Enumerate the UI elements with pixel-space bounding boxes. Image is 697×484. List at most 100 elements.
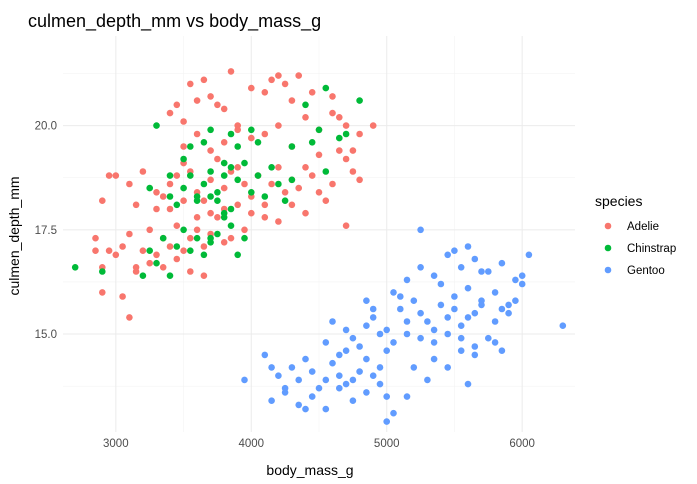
data-point [268,397,275,405]
data-point [112,251,120,259]
data-point [248,209,255,217]
data-point [146,247,153,254]
data-point [200,76,208,84]
data-point [241,376,248,384]
data-point [234,176,241,184]
legend-label-chinstrap: Chinstrap [627,243,676,255]
data-point [99,268,106,275]
data-point [322,168,330,175]
data-point [173,243,181,250]
data-point [220,159,228,167]
data-point [403,330,411,338]
data-point [444,364,452,371]
data-point [268,364,275,371]
data-point [471,343,479,350]
data-point [200,251,208,259]
data-point [220,172,228,179]
data-point [275,372,282,380]
data-point [329,318,336,325]
data-point [187,247,194,254]
data-point [308,139,316,146]
data-point [227,205,235,213]
data-point [275,164,282,171]
data-point [99,197,106,204]
data-point [207,126,214,134]
data-point [207,209,214,217]
data-point [166,272,174,280]
data-point [241,234,248,242]
data-point [200,197,208,204]
data-point [471,351,479,359]
data-point [363,322,370,330]
data-point [342,326,350,334]
data-point [417,334,424,342]
data-point [369,372,377,380]
data-point [193,130,201,138]
data-point [227,222,235,229]
data-points [71,68,567,425]
data-point [308,368,316,375]
data-point [525,251,533,259]
data-point [464,284,472,292]
data-point [322,376,330,384]
data-point [383,418,391,425]
data-point [451,305,458,313]
data-point [214,214,221,221]
data-point [478,301,485,309]
data-point [342,130,350,138]
data-point [444,251,452,259]
data-point [322,405,330,413]
data-point [356,97,363,104]
data-point [498,305,506,313]
data-point [187,143,194,150]
data-point [207,234,214,242]
series-chinstrap [71,84,363,280]
data-point [234,122,241,129]
data-point [363,355,370,363]
data-point [281,384,289,392]
y-axis-title: culmen_depth_mm [6,176,22,295]
data-point [146,184,153,192]
data-point [457,322,465,330]
data-point [288,201,296,209]
data-point [248,189,255,196]
data-point [437,280,445,288]
data-point [336,372,343,380]
data-point [193,226,201,234]
data-point [254,172,262,179]
series-adelie [92,68,377,321]
data-point [227,234,235,242]
data-point [403,318,411,325]
data-point [146,259,153,267]
data-point [329,180,336,188]
data-point [417,264,424,271]
data-point [322,197,330,204]
data-point [322,339,330,346]
data-point [363,389,370,396]
data-point [444,330,452,338]
y-tick-label: 15.0 [35,329,57,341]
data-point [383,326,391,334]
data-point [424,318,431,325]
data-point [166,243,174,250]
data-point [207,193,214,200]
data-point [281,197,289,204]
y-tick-label: 17.5 [35,225,57,237]
grid-lines [63,36,575,432]
data-point [349,168,357,175]
data-point [153,205,160,213]
data-point [268,180,275,188]
data-point [241,159,248,167]
data-point [119,243,126,250]
data-point [329,93,336,100]
data-point [153,251,160,259]
data-point [478,268,485,275]
data-point [342,222,350,229]
data-point [451,247,458,254]
data-point [71,264,79,271]
data-point [166,180,174,188]
data-point [397,305,404,313]
data-point [512,297,519,305]
data-point [241,180,248,188]
data-point [105,247,113,254]
